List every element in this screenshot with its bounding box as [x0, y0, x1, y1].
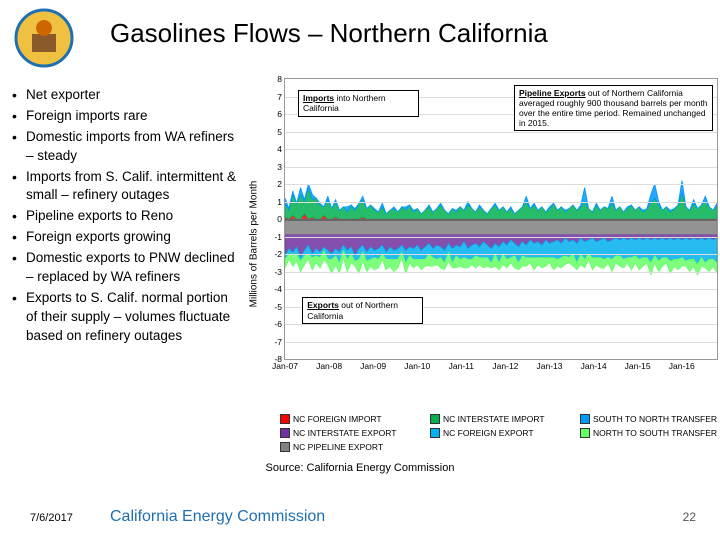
chart-annotation: Pipeline Exports out of Northern Califor…: [514, 85, 713, 132]
legend-swatch: [430, 428, 440, 438]
x-tick: Jan-13: [536, 359, 562, 371]
legend-label: NC INTERSTATE IMPORT: [443, 414, 545, 424]
y-tick: -5: [274, 302, 285, 312]
source-text: Source: California Energy Commission: [0, 462, 720, 474]
footer-org: California Energy Commission: [110, 508, 325, 526]
x-tick: Jan-15: [625, 359, 651, 371]
legend-label: SOUTH TO NORTH TRANSFER: [593, 414, 717, 424]
legend-swatch: [430, 414, 440, 424]
x-tick: Jan-14: [581, 359, 607, 371]
plot-area: -8-7-6-5-4-3-2-1012345678Jan-07Jan-08Jan…: [284, 78, 718, 360]
bullet-item: Imports from S. Calif. intermittent & sm…: [12, 168, 242, 206]
legend-item: NC INTERSTATE EXPORT: [280, 428, 420, 438]
x-tick: Jan-12: [492, 359, 518, 371]
legend: NC FOREIGN IMPORT NC INTERSTATE IMPORT SOU…: [280, 414, 720, 456]
chart: Millions of Barrels per Month -8-7-6-5-4…: [262, 78, 718, 410]
bullet-item: Domestic exports to PNW declined – repla…: [12, 249, 242, 287]
chart-annotation: Exports out of Northern California: [302, 297, 423, 323]
y-tick: -3: [274, 267, 285, 277]
y-tick: -7: [274, 337, 285, 347]
legend-swatch: [280, 428, 290, 438]
y-tick: 7: [277, 92, 285, 102]
legend-swatch: [280, 414, 290, 424]
x-tick: Jan-08: [316, 359, 342, 371]
series-nc-pipeline-export: [285, 219, 717, 235]
legend-label: NC FOREIGN EXPORT: [443, 428, 534, 438]
y-tick: 8: [277, 74, 285, 84]
legend-swatch: [280, 442, 290, 452]
x-tick: Jan-11: [449, 359, 474, 371]
y-tick: -2: [274, 249, 285, 259]
legend-label: NC INTERSTATE EXPORT: [293, 428, 396, 438]
y-tick: 0: [277, 214, 285, 224]
y-tick: -6: [274, 319, 285, 329]
y-tick: 4: [277, 144, 285, 154]
page-number: 22: [683, 510, 696, 524]
legend-label: NORTH TO SOUTH TRANSFER: [593, 428, 717, 438]
x-tick: Jan-09: [360, 359, 386, 371]
y-tick: 2: [277, 179, 285, 189]
y-tick: 1: [277, 197, 285, 207]
x-tick: Jan-07: [272, 359, 298, 371]
y-tick: 6: [277, 109, 285, 119]
legend-item: NC FOREIGN IMPORT: [280, 414, 420, 424]
legend-label: NC FOREIGN IMPORT: [293, 414, 382, 424]
bullet-list: Net exporter Foreign imports rare Domestic…: [12, 86, 242, 348]
page-title: Gasolines Flows – Northern California: [110, 18, 548, 49]
legend-swatch: [580, 414, 590, 424]
legend-item: NC FOREIGN EXPORT: [430, 428, 570, 438]
bullet-item: Domestic imports from WA refiners – stea…: [12, 128, 242, 166]
legend-item: NC INTERSTATE IMPORT: [430, 414, 570, 424]
y-tick: -1: [274, 232, 285, 242]
bullet-item: Exports to S. Calif. normal portion of t…: [12, 289, 242, 346]
bullet-item: Foreign exports growing: [12, 228, 242, 247]
agency-logo: [14, 8, 74, 68]
bullet-item: Net exporter: [12, 86, 242, 105]
chart-annotation: Imports into Northern California: [298, 90, 419, 116]
bullet-item: Foreign imports rare: [12, 107, 242, 126]
footer-date: 7/6/2017: [30, 512, 73, 524]
x-tick: Jan-16: [669, 359, 695, 371]
legend-label: NC PIPELINE EXPORT: [293, 442, 383, 452]
x-tick: Jan-10: [404, 359, 430, 371]
y-axis-label: Millions of Barrels per Month: [249, 181, 260, 308]
legend-item: NORTH TO SOUTH TRANSFER: [580, 428, 720, 438]
footer: 7/6/2017 California Energy Commission 22: [0, 502, 720, 530]
legend-swatch: [580, 428, 590, 438]
y-tick: 3: [277, 162, 285, 172]
y-tick: -4: [274, 284, 285, 294]
legend-item: SOUTH TO NORTH TRANSFER: [580, 414, 720, 424]
y-tick: 5: [277, 127, 285, 137]
bullet-item: Pipeline exports to Reno: [12, 207, 242, 226]
legend-item: NC PIPELINE EXPORT: [280, 442, 420, 452]
